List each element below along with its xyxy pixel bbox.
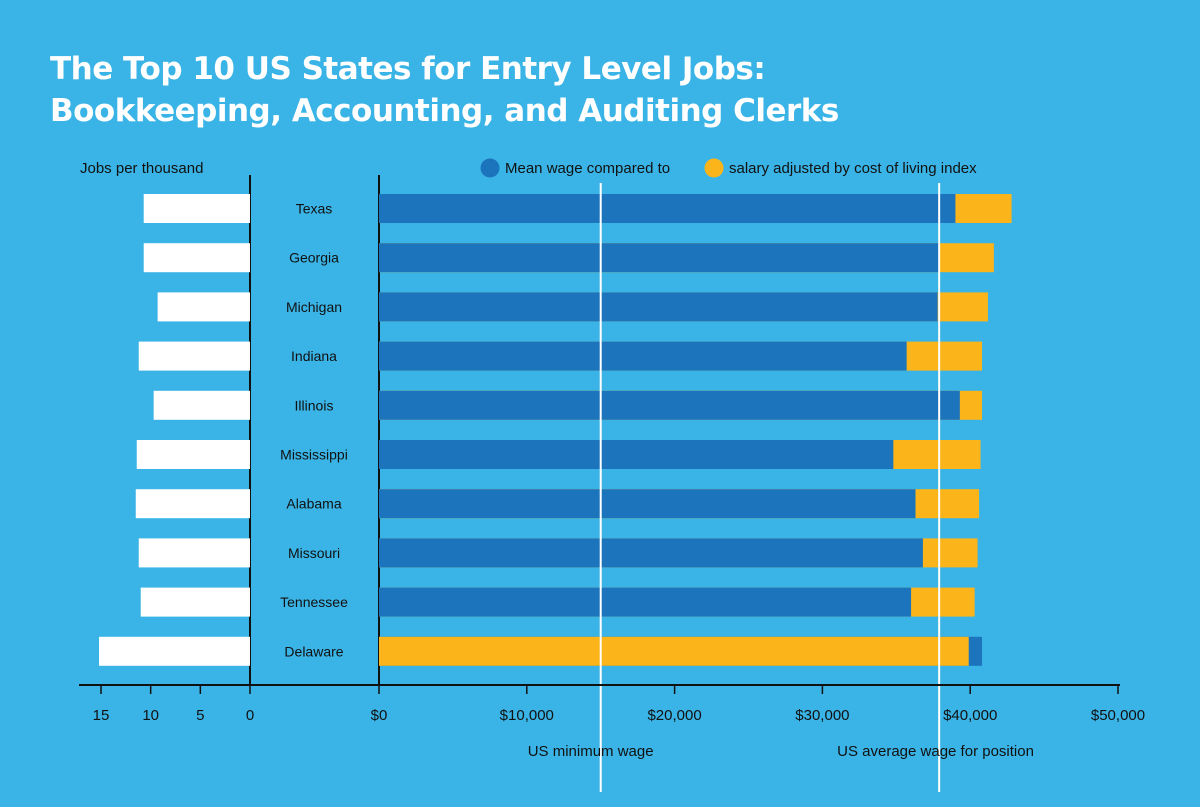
state-label-tennessee: Tennessee	[280, 594, 348, 610]
mean-bar-illinois	[379, 390, 960, 420]
jobs-bar-alabama	[135, 489, 250, 519]
state-label-delaware: Delaware	[284, 643, 343, 659]
jobs-bar-michigan	[157, 292, 250, 322]
legend-adjusted-swatch	[704, 158, 724, 178]
reference-label-1: US minimum wage	[528, 743, 654, 760]
legend-mean-label: Mean wage compared to	[505, 160, 670, 177]
wage-tick-label-2: $20,000	[647, 707, 701, 724]
state-label-texas: Texas	[296, 201, 333, 217]
jobs-bar-mississippi	[136, 440, 250, 469]
state-label-georgia: Georgia	[289, 250, 339, 266]
legend: Mean wage compared to salary adjusted by …	[480, 158, 977, 178]
mean-bar-indiana	[379, 341, 907, 371]
mean-bar-alabama	[379, 489, 916, 519]
state-label-indiana: Indiana	[291, 348, 337, 364]
legend-mean-swatch	[480, 158, 500, 178]
wage-chart: US minimum wage US average wage for posit…	[79, 175, 1145, 792]
wage-tick-label-3: $30,000	[795, 707, 849, 724]
jobs-tick-label-3: 0	[246, 707, 254, 724]
mean-bar-mississippi	[379, 440, 894, 469]
jobs-bar-tennessee	[140, 587, 250, 617]
wage-tick-label-0: $0	[371, 707, 388, 724]
jobs-tick-label-1: 10	[142, 707, 159, 724]
state-labels: Texas Georgia Michigan Indiana Illinois Missi…	[280, 201, 348, 660]
jobs-bar-illinois	[153, 390, 250, 420]
mean-bar-missouri	[379, 538, 923, 568]
jobs-bar-indiana	[138, 341, 250, 371]
chart-title: The Top 10 US States for Entry Level Job…	[50, 48, 839, 132]
state-label-illinois: Illinois	[295, 397, 334, 413]
mean-bar-georgia	[379, 243, 940, 273]
mean-bar-tennessee	[379, 587, 912, 617]
jobs-bar-texas	[143, 194, 250, 223]
state-label-michigan: Michigan	[286, 299, 342, 315]
wage-tick-label-1: $10,000	[500, 707, 554, 724]
legend-adjusted-label: salary adjusted by cost of living index	[729, 160, 977, 177]
jobs-bar-delaware	[99, 636, 250, 666]
title-line-1: The Top 10 US States for Entry Level Job…	[50, 51, 766, 87]
mean-bar-michigan	[379, 292, 938, 322]
jobs-bar-georgia	[143, 243, 250, 273]
jobs-bar-missouri	[138, 538, 250, 568]
state-label-missouri: Missouri	[288, 545, 340, 561]
title-line-2: Bookkeeping, Accounting, and Auditing Cl…	[50, 93, 839, 129]
jobs-per-thousand-chart: Jobs per thousand 15 10 5 0	[80, 160, 254, 724]
jobs-tick-label-0: 15	[93, 707, 110, 724]
adjusted-bar-delaware	[379, 636, 969, 666]
wage-tick-label-4: $40,000	[943, 707, 997, 724]
jobs-tick-label-2: 5	[196, 707, 204, 724]
jobs-axis-label: Jobs per thousand	[80, 160, 203, 177]
state-label-mississippi: Mississippi	[280, 447, 348, 463]
reference-label-2: US average wage for position	[837, 743, 1034, 760]
state-label-alabama: Alabama	[286, 496, 341, 512]
mean-bar-texas	[379, 194, 956, 223]
wage-tick-label-5: $50,000	[1091, 707, 1145, 724]
